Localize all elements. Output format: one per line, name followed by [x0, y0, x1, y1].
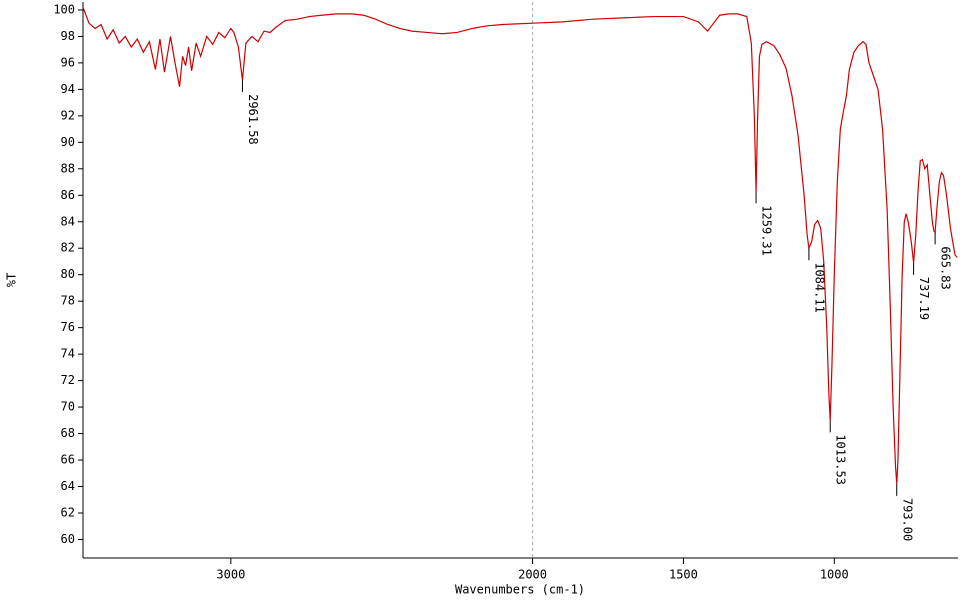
y-tick-label: 88 — [61, 161, 75, 175]
y-tick-label: 60 — [61, 532, 75, 546]
y-tick-label: 78 — [61, 294, 75, 308]
peak-label: 1084.11 — [812, 262, 826, 313]
y-tick-label: 70 — [61, 400, 75, 414]
peak-label: 665.83 — [939, 246, 953, 289]
y-tick-label: 84 — [61, 214, 75, 228]
y-tick-label: 96 — [61, 55, 75, 69]
x-tick-label: 1000 — [820, 568, 849, 582]
y-tick-label: 90 — [61, 135, 75, 149]
y-tick-label: 72 — [61, 373, 75, 387]
y-tick-label: 100 — [53, 2, 75, 16]
peak-label: 1259.31 — [760, 205, 774, 256]
y-tick-label: 66 — [61, 453, 75, 467]
y-tick-label: 80 — [61, 267, 75, 281]
peak-label: 793.00 — [900, 498, 914, 541]
x-tick-label: 1500 — [669, 568, 698, 582]
spectrum-line — [82, 7, 958, 484]
y-tick-label: 74 — [61, 347, 75, 361]
y-tick-label: 62 — [61, 505, 75, 519]
peak-label: 737.19 — [917, 277, 931, 320]
y-tick-label: 86 — [61, 188, 75, 202]
x-axis-title: Wavenumbers (cm-1) — [455, 583, 585, 597]
y-axis-title: %T — [5, 273, 19, 287]
x-tick-label: 2000 — [518, 568, 547, 582]
y-tick-label: 98 — [61, 29, 75, 43]
y-tick-label: 94 — [61, 82, 75, 96]
x-tick-label: 3000 — [216, 568, 245, 582]
peak-label: 1013.53 — [834, 434, 848, 485]
y-tick-label: 68 — [61, 426, 75, 440]
y-tick-label: 92 — [61, 108, 75, 122]
peak-label: 2961.58 — [246, 94, 260, 145]
y-tick-label: 64 — [61, 479, 75, 493]
y-tick-label: 82 — [61, 241, 75, 255]
y-tick-label: 76 — [61, 320, 75, 334]
